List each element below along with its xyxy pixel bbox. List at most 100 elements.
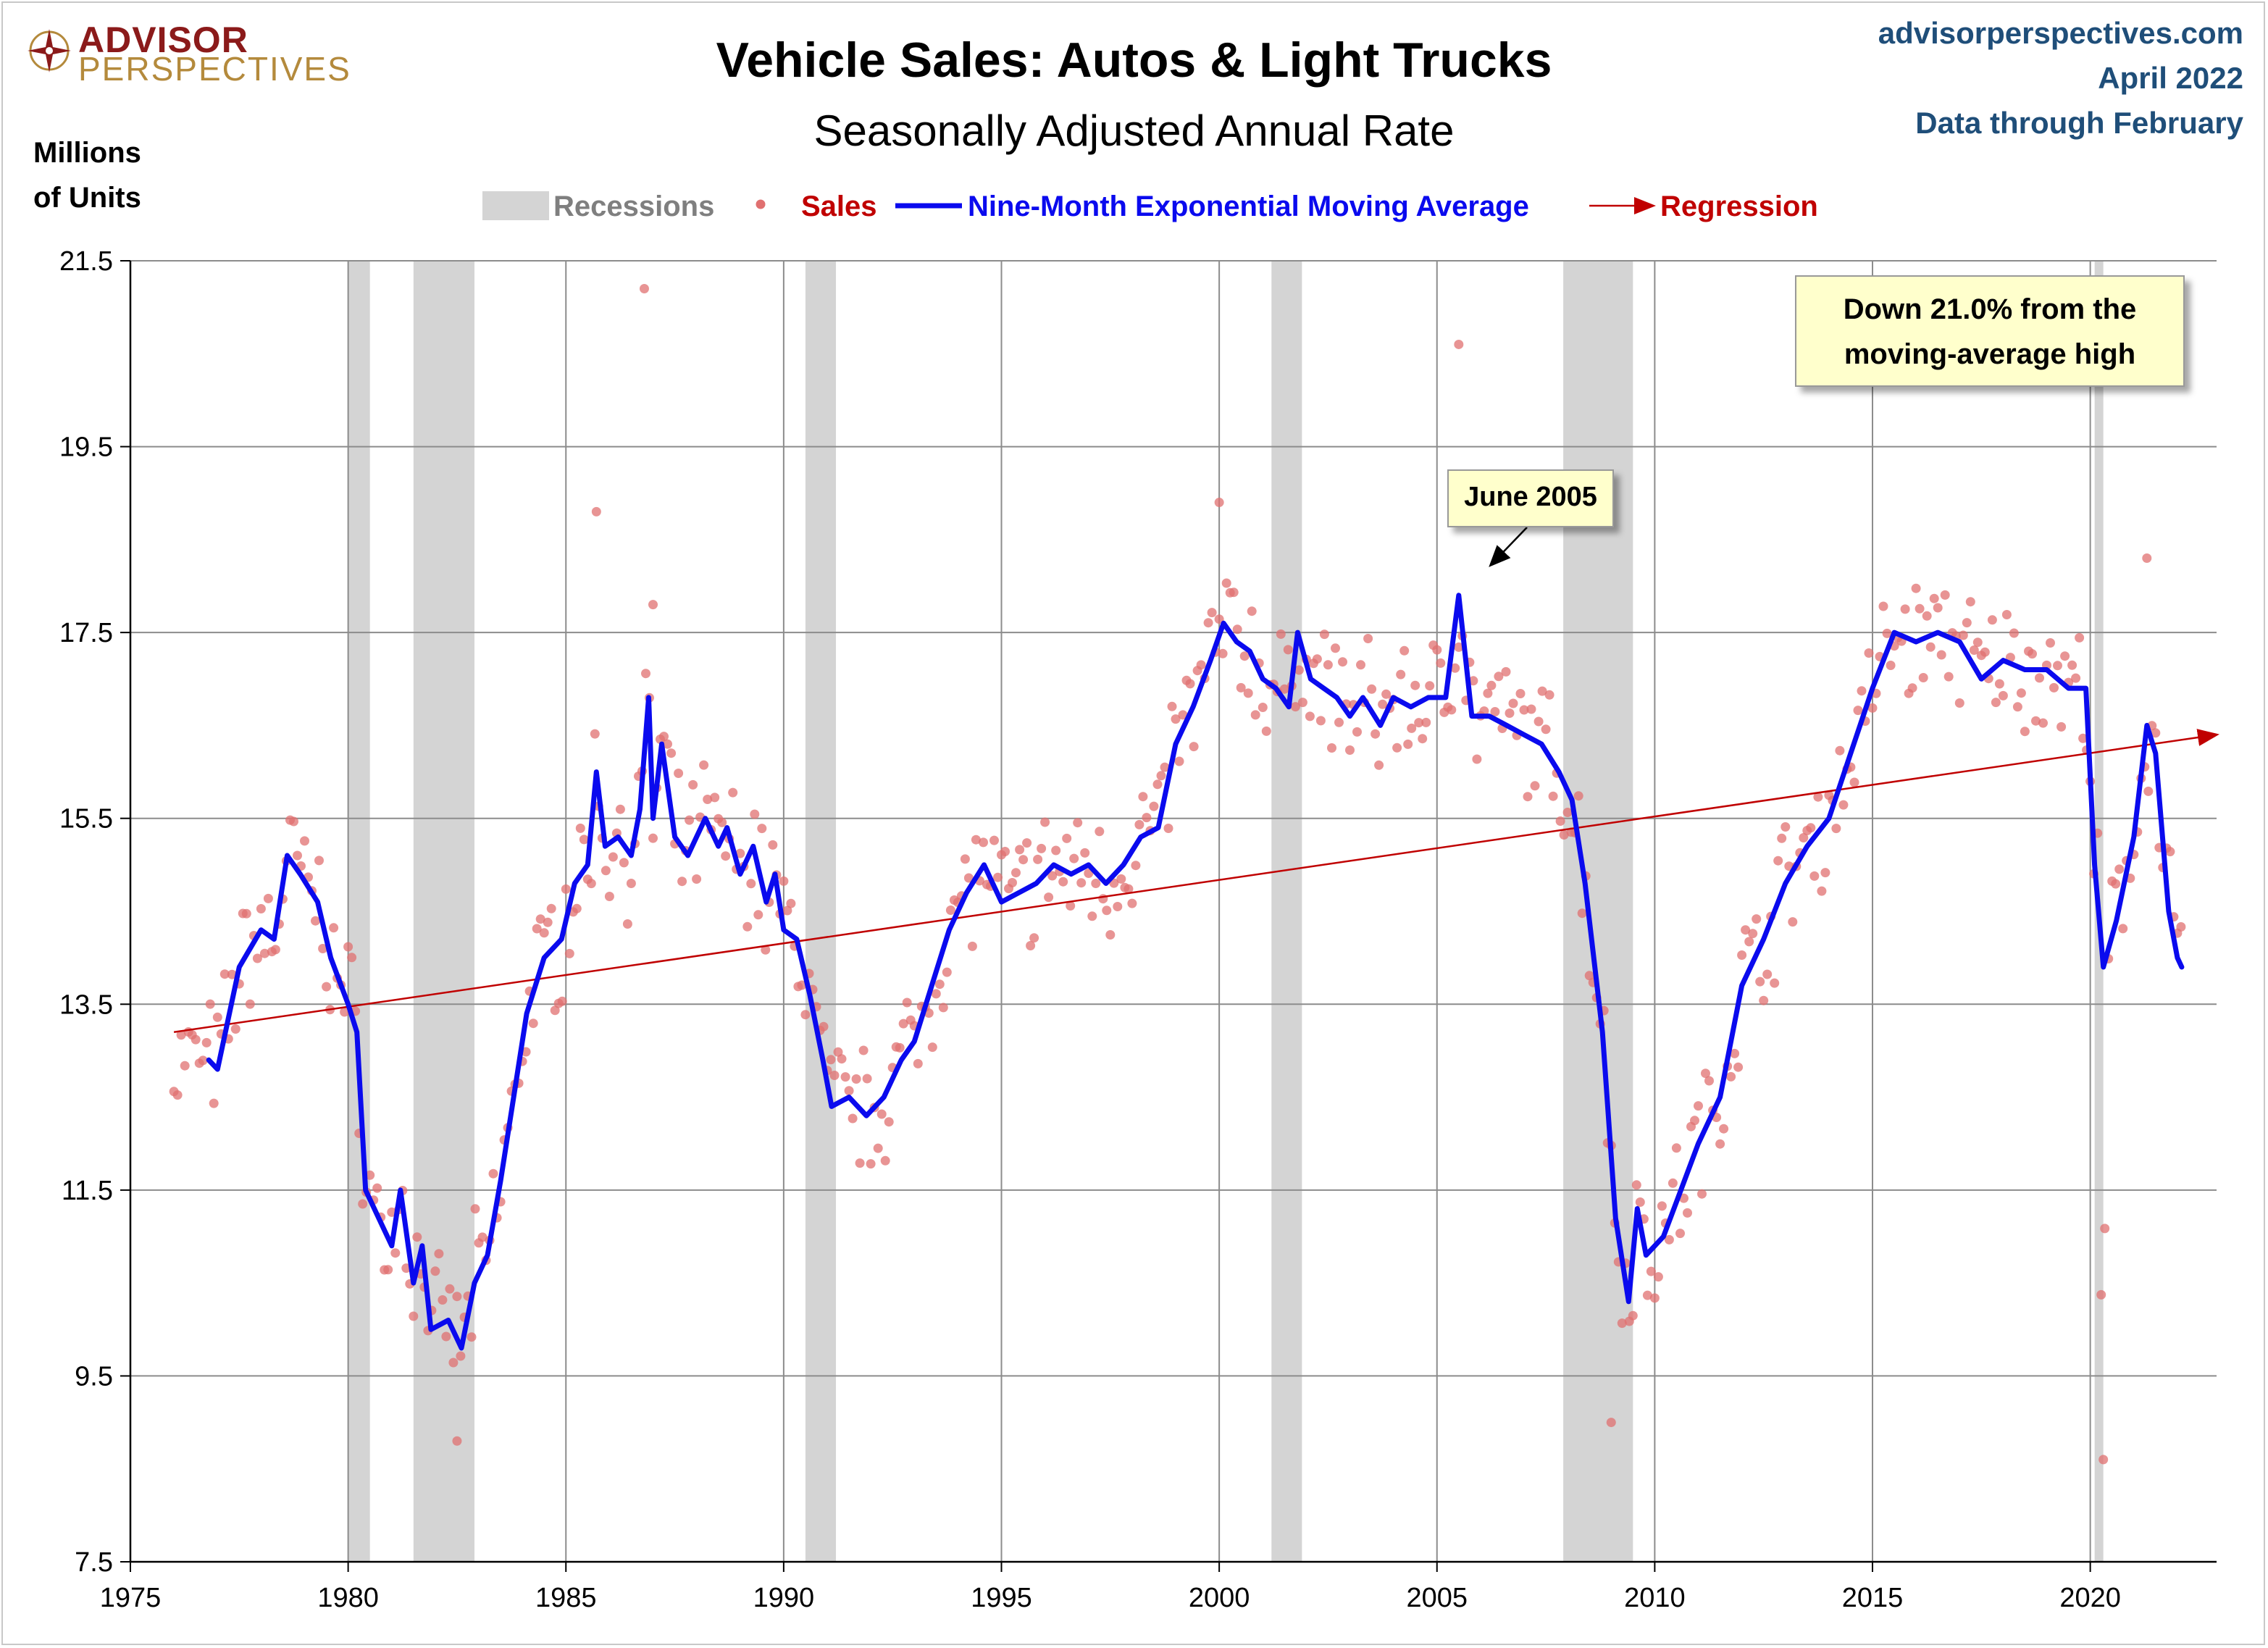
logo-text-top: ADVISOR: [78, 20, 248, 60]
sales-point: [1544, 690, 1554, 700]
sales-point: [452, 1436, 462, 1446]
sales-point: [1327, 743, 1336, 753]
sales-point: [742, 921, 753, 932]
sales-point: [1907, 683, 1917, 693]
sales-point: [1733, 1062, 1744, 1072]
sales-point: [318, 944, 328, 953]
sales-point: [1780, 822, 1791, 832]
sales-point: [365, 1170, 375, 1180]
sales-point: [1047, 871, 1058, 881]
sales-point: [2012, 702, 2022, 712]
sales-point: [1232, 624, 1242, 635]
sales-point: [2151, 728, 2161, 738]
sales-point: [703, 795, 713, 804]
sales-point: [1189, 742, 1199, 752]
x-tick-label: 1975: [100, 1583, 162, 1613]
sales-point: [1345, 745, 1355, 755]
sales-point: [477, 1232, 488, 1242]
decline-callout: Down 21.0% from the moving-average high: [1795, 275, 2185, 387]
sales-point: [1425, 681, 1435, 691]
sales-point: [1719, 1124, 1729, 1134]
sales-point: [1770, 978, 1780, 988]
sales-point: [1886, 661, 1896, 670]
sales-point: [1962, 618, 1972, 628]
sales-point: [1221, 578, 1231, 588]
sales-point: [1472, 754, 1482, 764]
sales-point: [270, 945, 280, 955]
sales-point: [902, 997, 912, 1008]
sales-point: [535, 914, 545, 924]
sales-point: [1820, 868, 1830, 878]
sales-point: [1076, 878, 1087, 888]
sales-point: [1352, 727, 1362, 737]
sales-point: [1969, 645, 1979, 655]
sales-point: [1925, 642, 1936, 652]
sales-point: [1131, 861, 1141, 871]
sales-point: [259, 948, 269, 958]
sales-point: [1105, 930, 1116, 940]
sales-point: [1533, 716, 1544, 727]
sales-point: [1363, 634, 1373, 643]
legend-recession-swatch: [482, 191, 549, 220]
sales-point: [1447, 705, 1457, 715]
sales-point: [1922, 611, 1932, 621]
sales-point: [1508, 698, 1518, 708]
sales-point: [2111, 879, 2121, 889]
sales-point: [1991, 698, 2001, 708]
sales-point: [372, 1183, 382, 1193]
sales-point: [430, 1266, 440, 1276]
sales-point: [263, 893, 273, 903]
x-tick-label: 1995: [971, 1583, 1032, 1613]
sales-point: [1486, 680, 1497, 690]
sales-point: [1501, 666, 1511, 677]
sales-point: [1573, 791, 1583, 801]
sales-point: [1069, 853, 1079, 863]
sales-point: [1243, 688, 1253, 698]
sales-point: [445, 1284, 455, 1294]
sales-point: [1149, 801, 1159, 811]
sales-point: [1058, 877, 1068, 887]
report-date: April 2022: [2098, 61, 2243, 95]
sales-point: [2031, 716, 2041, 726]
sales-point: [1788, 917, 1798, 927]
sales-point: [412, 1232, 422, 1242]
sales-point: [314, 856, 324, 866]
sales-point: [1664, 1234, 1674, 1245]
legend: Recessions Sales Nine-Month Exponential Mo…: [482, 191, 1818, 222]
sales-point: [1838, 800, 1849, 810]
sales-point: [1258, 703, 1268, 712]
sales-point: [1185, 679, 1195, 689]
recession-band: [805, 261, 837, 1562]
sales-point: [209, 1098, 219, 1108]
sales-point: [761, 945, 771, 955]
recession-band: [1271, 261, 1302, 1562]
sales-point: [1171, 714, 1181, 724]
sales-point: [1483, 688, 1493, 698]
sales-point: [601, 866, 611, 876]
legend-recessions-label: Recessions: [553, 191, 714, 222]
sales-point: [1250, 710, 1260, 720]
sales-point: [1882, 628, 1892, 638]
sales-point: [1530, 781, 1540, 791]
sales-point: [2001, 610, 2012, 619]
sales-point: [1319, 629, 1329, 640]
sales-point: [1933, 603, 1943, 613]
sales-point: [1555, 816, 1565, 826]
sales-point: [219, 969, 230, 979]
sales-point: [1127, 898, 1137, 908]
sales-point: [1918, 673, 1928, 682]
recession-band: [413, 261, 474, 1562]
sales-point: [1864, 648, 1874, 658]
sales-point: [1998, 690, 2008, 700]
y-tick-label: 9.5: [75, 1361, 113, 1392]
sales-point: [1994, 679, 2004, 689]
sales-point: [1315, 716, 1326, 726]
sales-point: [913, 1058, 923, 1068]
sales-point: [2009, 628, 2019, 638]
sales-point: [1741, 925, 1751, 935]
sales-point: [692, 874, 702, 884]
sales-point: [1142, 813, 1152, 823]
decline-callout-line1: Down 21.0% from the: [1843, 293, 2137, 325]
sales-point: [1331, 643, 1340, 653]
y-axis-label: Millions of Units: [33, 130, 141, 220]
